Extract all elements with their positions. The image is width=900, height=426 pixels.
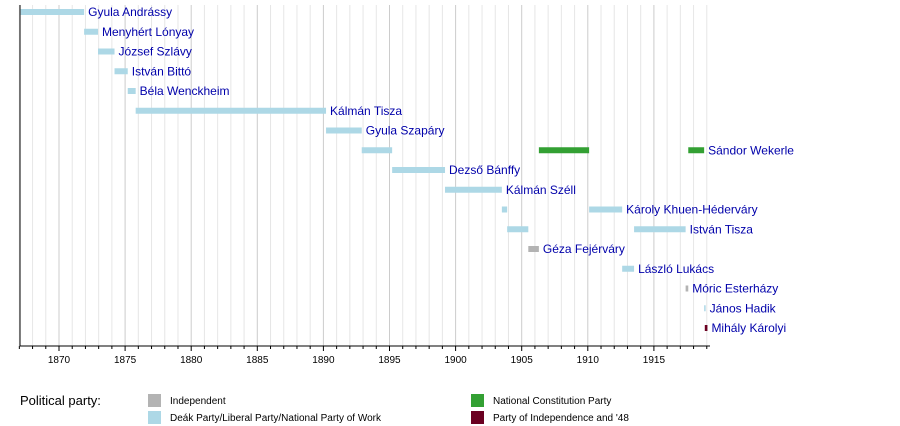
prime-minister-label: Dezső Bánffy <box>449 163 520 177</box>
term-bar <box>84 28 98 35</box>
legend-swatch <box>148 394 161 407</box>
term-bar <box>685 285 689 292</box>
x-tick-label: 1880 <box>180 355 203 366</box>
x-tick-label: 1885 <box>246 355 269 366</box>
prime-minister-label: István Tisza <box>690 222 754 236</box>
prime-minister-label: Gyula Andrássy <box>88 5 172 19</box>
prime-minister-label: László Lukács <box>638 262 714 276</box>
legend-label: Party of Independence and '48 <box>493 413 629 424</box>
legend-swatch <box>148 411 161 424</box>
term-bar <box>20 9 85 15</box>
x-tick-label: 1875 <box>114 355 137 366</box>
prime-minister-label: Kálmán Tisza <box>330 104 402 118</box>
prime-minister-label: Menyhért Lónyay <box>102 25 194 39</box>
legend-label: Deák Party/Liberal Party/National Party … <box>170 413 382 424</box>
term-bar <box>501 206 508 213</box>
term-bar <box>326 127 362 134</box>
legend-label: Independent <box>170 396 226 407</box>
term-bar <box>127 88 136 94</box>
legend-swatch <box>471 394 484 407</box>
term-bar <box>528 246 539 252</box>
prime-minister-label: Károly Khuen-Héderváry <box>626 203 757 217</box>
x-tick-label: 1895 <box>378 355 401 366</box>
prime-minister-label: Géza Fejérváry <box>543 242 625 256</box>
prime-minister-label: István Bittó <box>132 64 192 78</box>
term-bar <box>538 147 590 154</box>
term-bar <box>361 147 393 154</box>
term-bar <box>589 206 623 213</box>
term-bar <box>445 186 502 193</box>
term-bar <box>135 107 327 114</box>
prime-minister-label: János Hadik <box>710 301 777 315</box>
x-tick-label: 1870 <box>48 355 71 366</box>
term-bar <box>97 48 115 55</box>
prime-minister-label: Móric Esterházy <box>692 282 778 296</box>
prime-minister-label: Mihály Károlyi <box>711 321 786 335</box>
term-bar <box>634 226 686 233</box>
term-bar <box>114 68 128 75</box>
prime-minister-label: Sándor Wekerle <box>708 143 794 157</box>
prime-minister-label: Kálmán Széll <box>506 183 576 197</box>
prime-minister-label: Gyula Szapáry <box>366 124 445 138</box>
term-bar <box>704 325 708 331</box>
x-tick-label: 1900 <box>444 355 467 366</box>
x-tick-label: 1915 <box>643 355 666 366</box>
legend-title: Political party: <box>20 393 101 408</box>
x-tick-label: 1905 <box>511 355 534 366</box>
term-bar <box>507 226 529 233</box>
legend-swatch <box>471 411 484 424</box>
x-tick-label: 1890 <box>312 355 335 366</box>
legend-label: National Constitution Party <box>493 396 611 407</box>
term-bar <box>622 265 635 272</box>
term-bar <box>688 147 705 154</box>
prime-minister-label: József Szlávy <box>119 45 192 59</box>
term-bar <box>704 305 706 312</box>
x-tick-label: 1910 <box>577 355 600 366</box>
term-bar <box>392 167 446 173</box>
prime-minister-label: Béla Wenckheim <box>140 84 230 98</box>
